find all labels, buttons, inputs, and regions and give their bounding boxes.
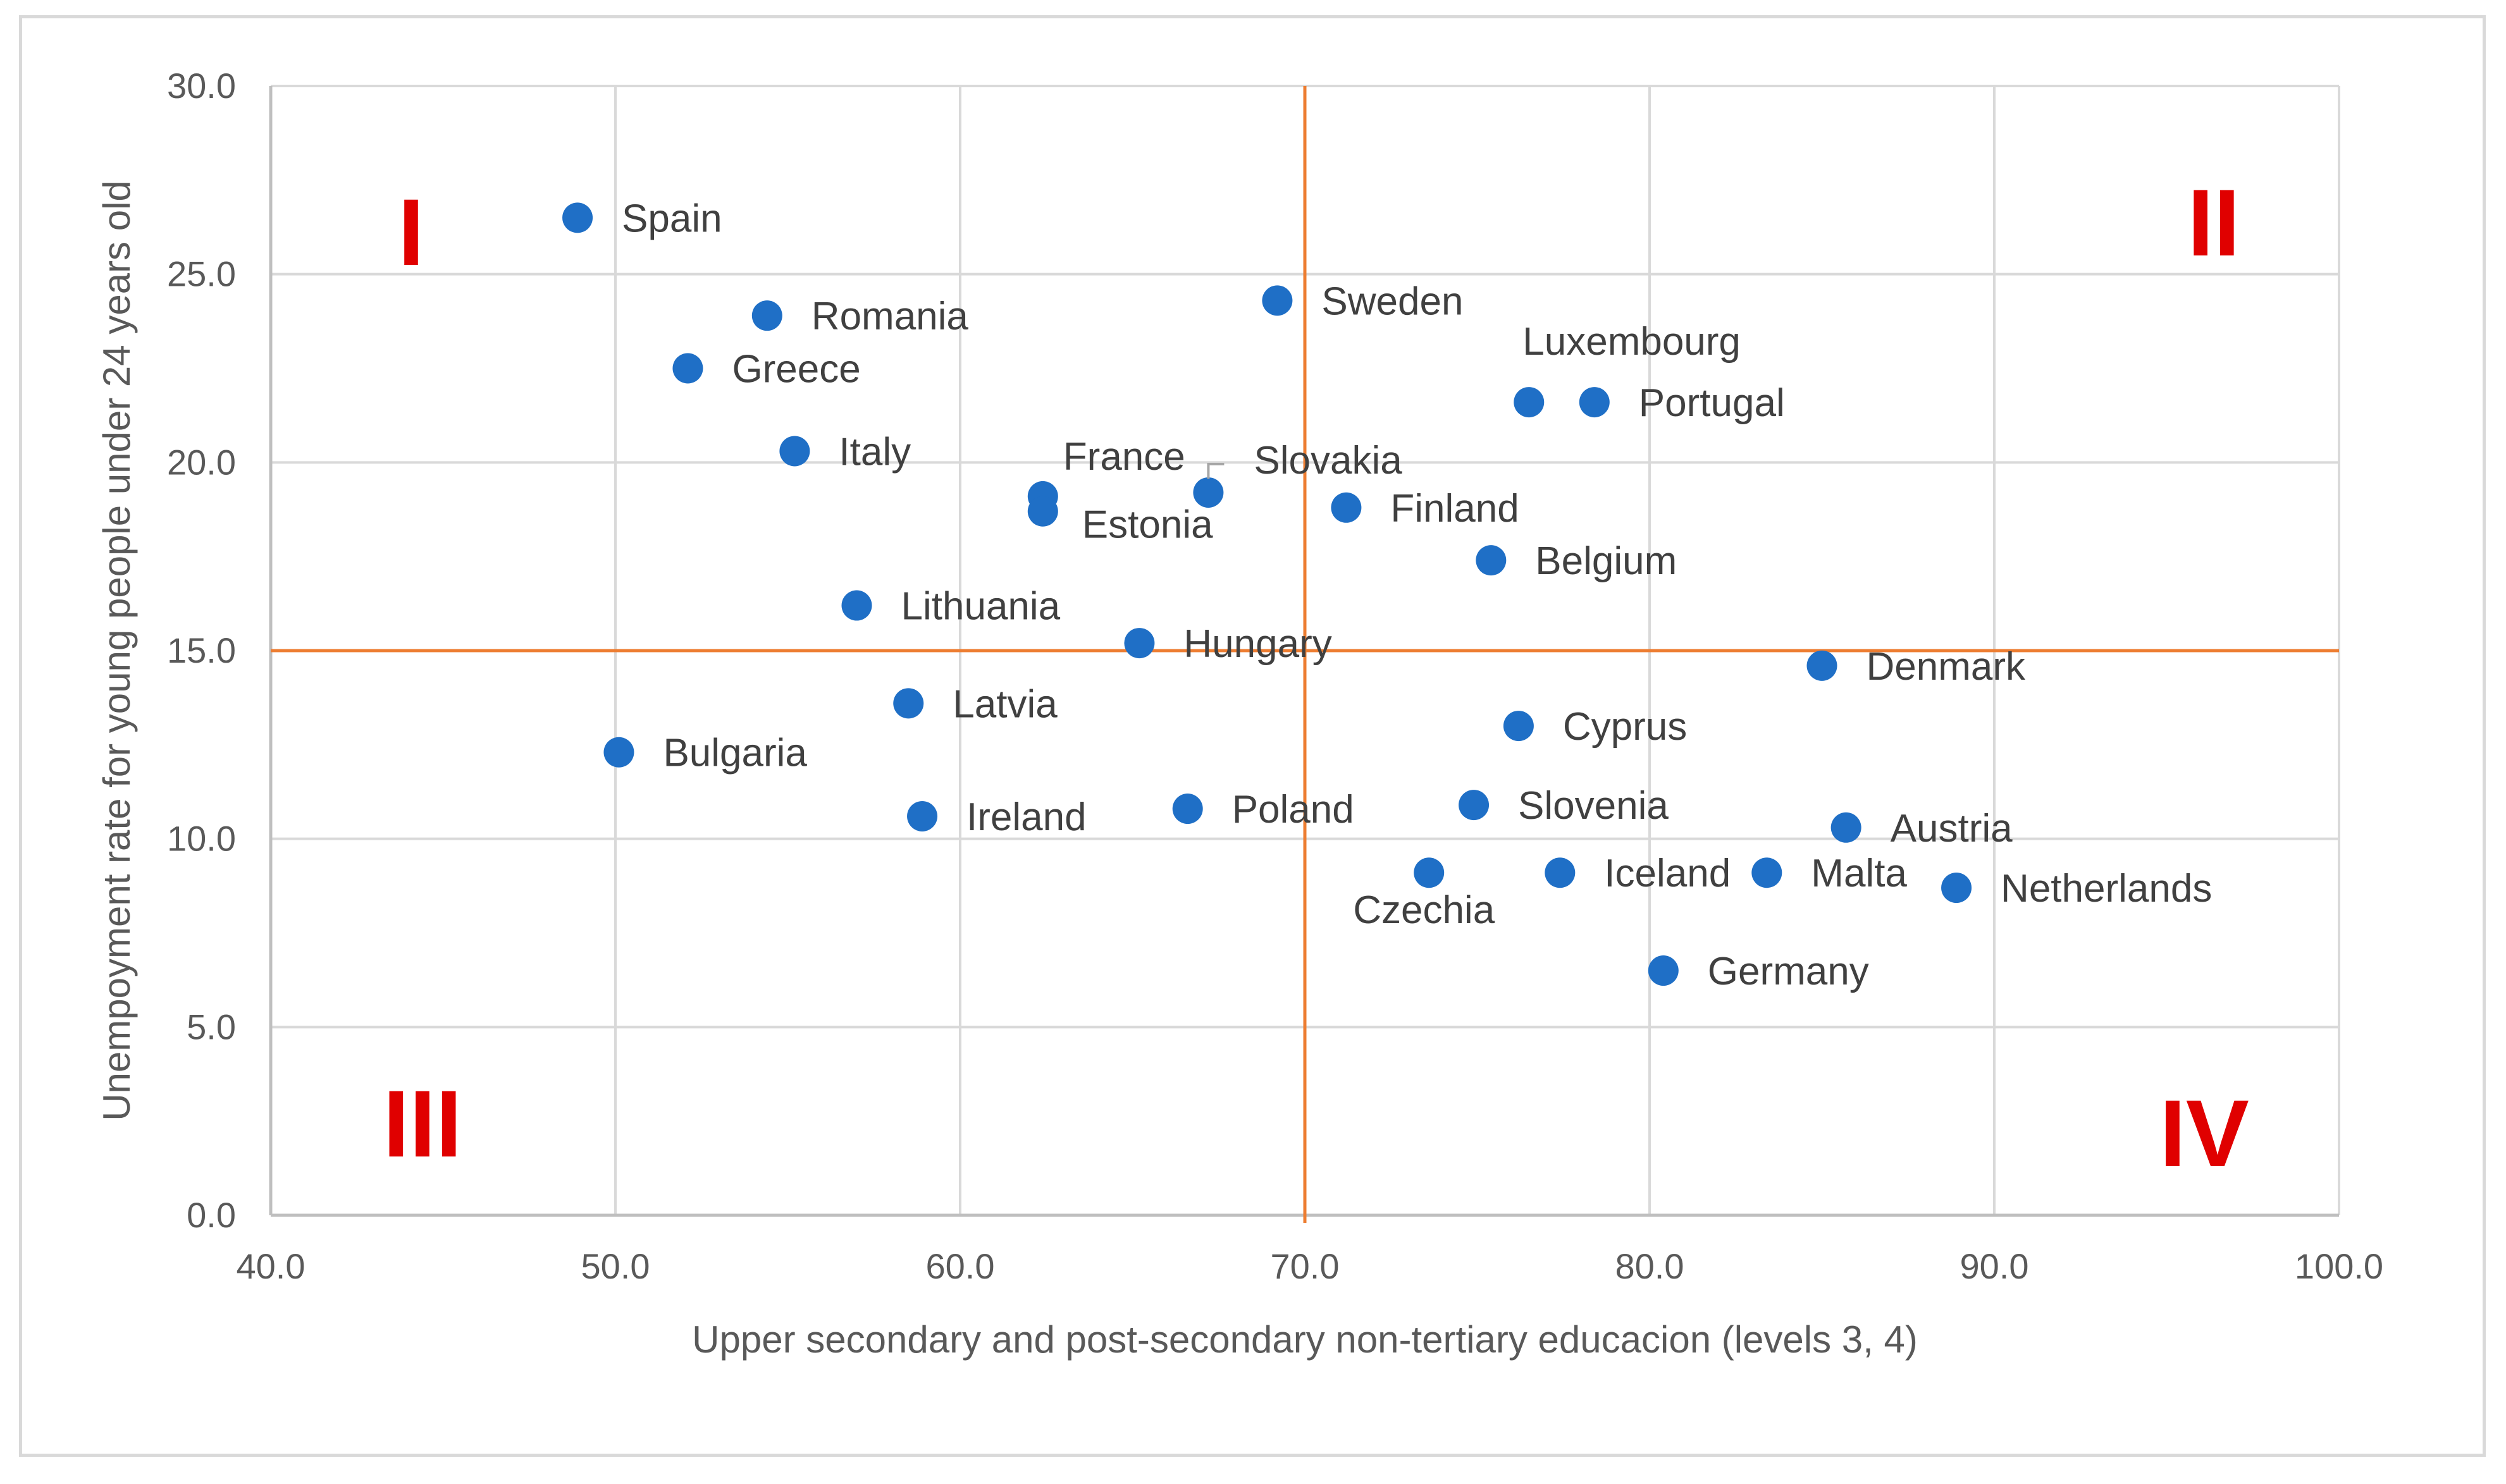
- data-point-italy: [779, 436, 810, 467]
- point-label-slovenia: Slovenia: [1518, 784, 1669, 828]
- chart-frame: 40.0 50.0 60.0 70.0 80.0 90.0 100.0 0.0 5.0 10.0 1…: [19, 15, 2486, 1457]
- quadrant-label-bottom-right: IV: [2159, 1080, 2249, 1186]
- y-axis-title: Unempoyment rate for young people under …: [96, 180, 138, 1121]
- x-tick-label: 100.0: [2295, 1246, 2383, 1286]
- quadrant-label-top-left: I: [398, 179, 424, 285]
- point-label-portugal: Portugal: [1639, 381, 1785, 425]
- point-label-slovakia: Slovakia: [1254, 439, 1402, 482]
- point-label-france: France: [1063, 435, 1185, 479]
- data-point-malta: [1751, 857, 1782, 888]
- data-point-spain: [562, 202, 593, 233]
- data-point-cyprus: [1503, 711, 1534, 742]
- data-point-sweden: [1262, 285, 1293, 316]
- point-label-hungary: Hungary: [1183, 622, 1331, 666]
- point-label-iceland: Iceland: [1604, 852, 1731, 895]
- point-labels: Spain Romania Greece Italy France Estonia Slov…: [622, 197, 2212, 993]
- data-point-latvia: [893, 688, 924, 719]
- x-tick-label: 40.0: [237, 1246, 306, 1286]
- scatter-chart: 40.0 50.0 60.0 70.0 80.0 90.0 100.0 0.0 5.0 10.0 1…: [96, 66, 2383, 1361]
- y-tick-label: 30.0: [167, 66, 236, 106]
- data-point-iceland: [1545, 857, 1576, 888]
- data-point-romania: [751, 300, 782, 331]
- x-tick-label: 50.0: [581, 1246, 650, 1286]
- data-point-lithuania: [841, 590, 872, 621]
- point-label-spain: Spain: [622, 197, 722, 240]
- point-label-greece: Greece: [732, 348, 860, 391]
- point-label-finland: Finland: [1390, 487, 1519, 530]
- point-label-malta: Malta: [1811, 852, 1907, 895]
- data-point-belgium: [1476, 545, 1507, 576]
- point-label-estonia: Estonia: [1082, 503, 1213, 547]
- data-point-poland: [1172, 794, 1203, 825]
- point-label-czechia: Czechia: [1353, 888, 1495, 932]
- point-label-germany: Germany: [1708, 950, 1869, 993]
- y-tick-label: 25.0: [167, 254, 236, 294]
- data-point-germany: [1648, 955, 1679, 986]
- slovakia-leader-line: [1207, 462, 1225, 479]
- point-label-austria: Austria: [1891, 807, 2013, 850]
- data-point-ireland: [907, 800, 938, 831]
- data-point-netherlands: [1941, 873, 1972, 904]
- data-point-hungary: [1124, 628, 1155, 659]
- y-tick-label: 0.0: [187, 1195, 236, 1235]
- data-point-czechia: [1414, 857, 1445, 888]
- y-tick-label: 15.0: [167, 630, 236, 670]
- x-tick-label: 90.0: [1960, 1246, 2029, 1286]
- data-point-denmark: [1806, 650, 1837, 681]
- reference-lines: [271, 86, 2339, 1223]
- x-tick-label: 80.0: [1615, 1246, 1684, 1286]
- point-label-denmark: Denmark: [1867, 645, 2027, 689]
- point-label-italy: Italy: [839, 430, 911, 474]
- data-point-austria: [1830, 812, 1861, 843]
- y-tick-label: 10.0: [167, 819, 236, 859]
- quadrant-label-top-right: II: [2187, 169, 2240, 276]
- x-axis-title: Upper secondary and post-secondary non-t…: [692, 1318, 1918, 1361]
- data-point-slovakia: [1193, 477, 1224, 508]
- point-label-lithuania: Lithuania: [901, 585, 1061, 629]
- data-point-greece: [672, 353, 703, 384]
- axes: 40.0 50.0 60.0 70.0 80.0 90.0 100.0 0.0 5.0 10.0 1…: [167, 66, 2383, 1286]
- quadrant-label-bottom-left: III: [383, 1070, 462, 1177]
- x-tick-label: 70.0: [1271, 1246, 1340, 1286]
- point-label-bulgaria: Bulgaria: [663, 732, 807, 775]
- point-label-poland: Poland: [1232, 788, 1354, 831]
- x-tick-label: 60.0: [926, 1246, 995, 1286]
- point-label-luxembourg: Luxembourg: [1522, 320, 1741, 364]
- point-label-cyprus: Cyprus: [1563, 705, 1687, 749]
- point-label-latvia: Latvia: [953, 682, 1058, 726]
- point-label-romania: Romania: [812, 295, 969, 338]
- data-point-slovenia: [1459, 790, 1490, 821]
- point-label-belgium: Belgium: [1535, 539, 1677, 583]
- point-label-sweden: Sweden: [1321, 279, 1463, 323]
- y-tick-label: 20.0: [167, 442, 236, 482]
- data-point-portugal: [1579, 387, 1610, 418]
- point-label-netherlands: Netherlands: [2001, 867, 2212, 911]
- data-points: [562, 202, 1972, 986]
- data-point-estonia: [1027, 496, 1058, 527]
- data-point-bulgaria: [603, 737, 634, 768]
- data-point-finland: [1331, 492, 1362, 523]
- data-point-luxembourg: [1514, 387, 1545, 418]
- point-label-ireland: Ireland: [966, 795, 1087, 839]
- y-tick-label: 5.0: [187, 1007, 236, 1046]
